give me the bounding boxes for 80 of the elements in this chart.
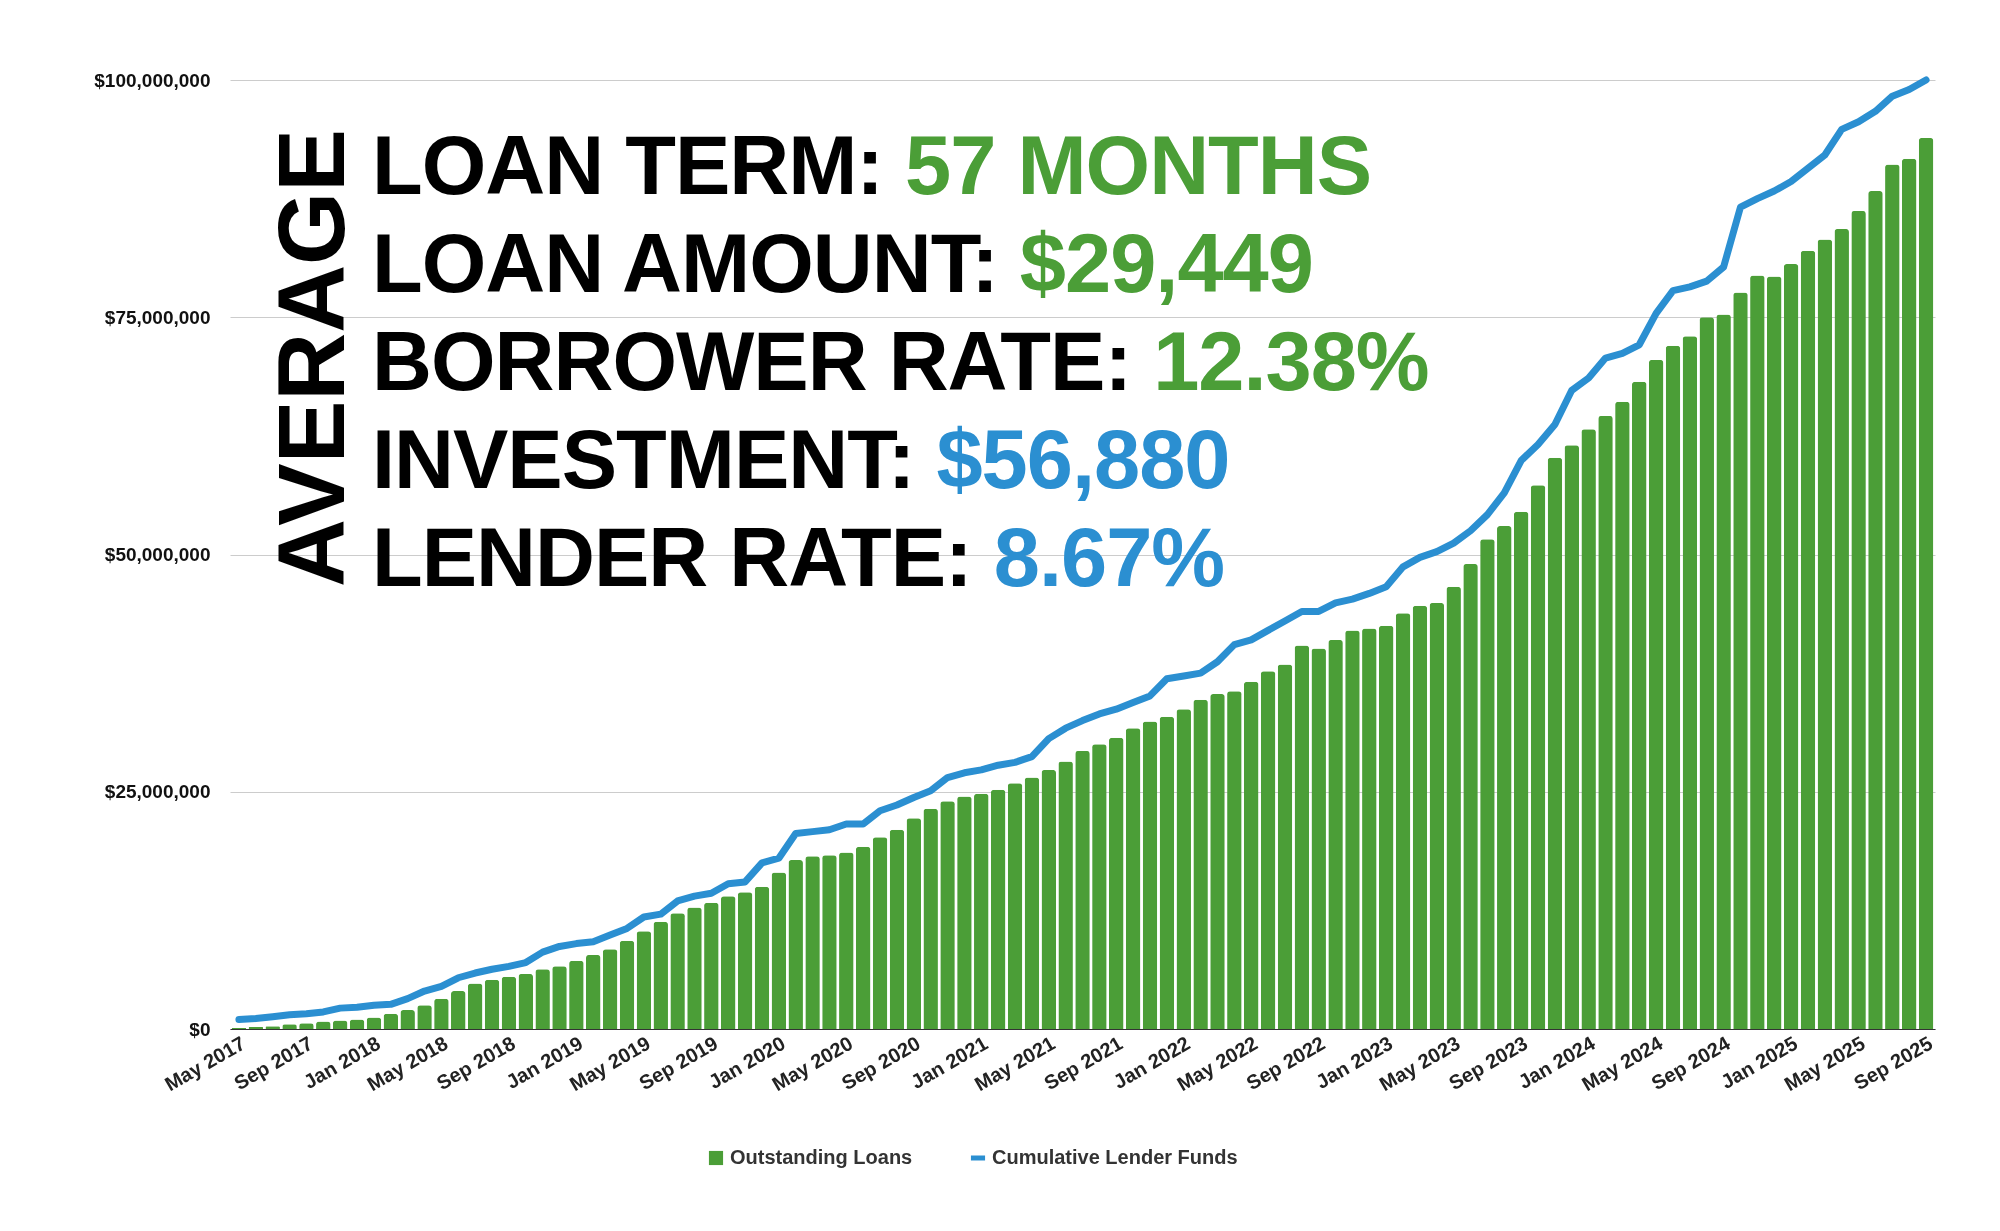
bar — [1497, 526, 1512, 1029]
y-tick-label: $75,000,000 — [104, 306, 211, 328]
bar — [518, 973, 534, 1029]
bar — [1210, 694, 1225, 1029]
bar — [1260, 671, 1276, 1029]
bar — [771, 872, 787, 1029]
annotation: 12.38% — [1153, 315, 1429, 408]
y-tick-label: $100,000,000 — [94, 69, 211, 91]
bar — [1142, 721, 1158, 1029]
bar — [1682, 336, 1698, 1029]
bar — [484, 979, 500, 1029]
bar — [619, 940, 635, 1029]
bar — [585, 954, 601, 1029]
bar — [1615, 401, 1630, 1029]
annotation: LOAN AMOUNT: — [372, 217, 998, 310]
bar — [1243, 681, 1259, 1029]
bar — [1108, 737, 1124, 1029]
annotation: BORROWER RATE: — [372, 315, 1132, 408]
bar — [1328, 639, 1343, 1029]
bar — [754, 886, 770, 1029]
bar — [1665, 345, 1681, 1029]
bar — [1750, 275, 1765, 1029]
bar — [501, 976, 517, 1029]
bar — [1564, 445, 1580, 1029]
bar — [1159, 716, 1175, 1029]
bar — [366, 1017, 382, 1029]
bar — [1294, 645, 1310, 1029]
bar — [1007, 783, 1023, 1029]
bar — [1513, 511, 1529, 1029]
bar — [1277, 664, 1293, 1029]
bar — [1834, 228, 1849, 1029]
bar — [1598, 415, 1613, 1029]
bar — [1395, 613, 1411, 1029]
y-tick-label: $25,000,000 — [104, 781, 211, 803]
bar — [1463, 563, 1478, 1029]
annotation: 57 MONTHS — [905, 119, 1372, 212]
bar — [1530, 485, 1546, 1029]
annotation: LENDER RATE: — [372, 511, 972, 604]
bar — [1378, 625, 1394, 1029]
bar — [1901, 158, 1917, 1029]
bar — [1868, 191, 1883, 1029]
bar — [1446, 586, 1461, 1029]
bar — [990, 789, 1006, 1029]
bar — [1648, 359, 1664, 1029]
annotation: LOAN TERM: — [372, 119, 883, 212]
bar — [1766, 276, 1782, 1029]
bar — [1024, 777, 1040, 1029]
bar — [1783, 264, 1799, 1029]
legend-label: Cumulative Lender Funds — [992, 1146, 1238, 1168]
y-tick-label: $50,000,000 — [104, 544, 211, 565]
bar — [467, 983, 483, 1029]
bar — [855, 846, 871, 1029]
bar — [1547, 457, 1563, 1029]
bar — [1918, 137, 1934, 1029]
annotation: $56,880 — [936, 413, 1230, 506]
annotation: INVESTMENT: — [372, 413, 915, 506]
y-tick-label: $0 — [189, 1018, 211, 1040]
bar — [1851, 210, 1866, 1029]
annotation: AVERAGE — [259, 129, 364, 587]
bar — [906, 818, 922, 1029]
annotation: 8.67% — [993, 511, 1225, 604]
bar — [1817, 239, 1833, 1029]
bar — [1041, 769, 1057, 1029]
bar — [872, 837, 888, 1029]
bar — [1885, 164, 1900, 1029]
bar — [889, 829, 905, 1029]
annotation: $29,449 — [1019, 217, 1313, 310]
bar — [1716, 314, 1731, 1029]
bar — [720, 896, 736, 1029]
bar — [383, 1013, 399, 1029]
bar — [1429, 602, 1445, 1029]
bar — [602, 949, 618, 1029]
bar — [1412, 605, 1428, 1029]
bar — [1800, 250, 1816, 1029]
bar — [1733, 292, 1748, 1029]
bar — [1125, 728, 1141, 1029]
bar — [737, 892, 753, 1029]
bar — [1631, 381, 1647, 1029]
legend-label: Outstanding Loans — [730, 1146, 913, 1168]
bar — [636, 931, 652, 1029]
